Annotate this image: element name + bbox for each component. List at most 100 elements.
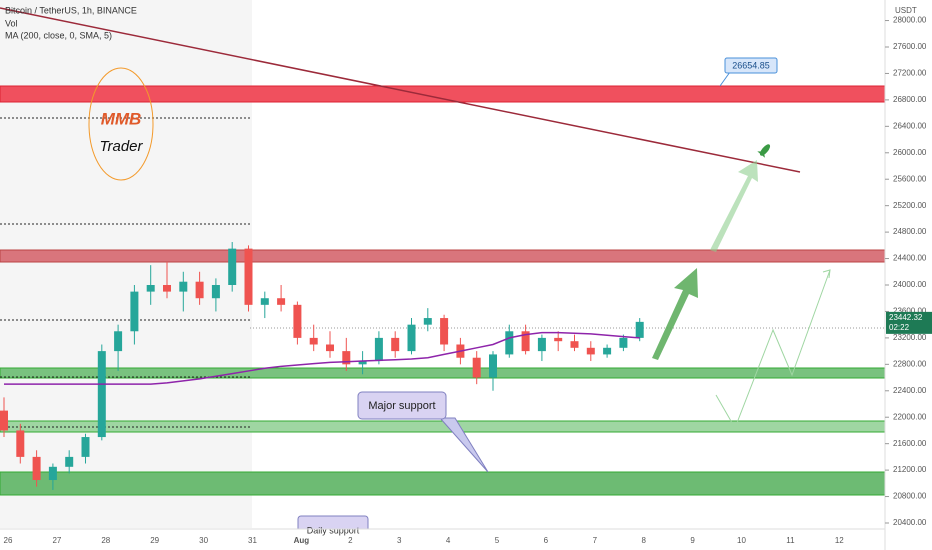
highlight-range xyxy=(0,0,252,528)
candle-body xyxy=(16,430,25,457)
trendline xyxy=(0,7,801,173)
logo-mark: MMB xyxy=(101,109,142,128)
price-tick-label: 21600.00 xyxy=(893,439,927,448)
candle-body xyxy=(635,321,644,338)
candle-body xyxy=(97,351,106,438)
major-support-label: Major support xyxy=(368,400,435,412)
candle-body xyxy=(48,466,57,481)
candle-body xyxy=(211,285,220,299)
date-tick-label: 11 xyxy=(786,536,795,545)
candle-body xyxy=(554,337,563,342)
callout-pointer xyxy=(438,417,489,473)
date-tick-label: 10 xyxy=(737,536,746,545)
candle-body xyxy=(146,285,155,292)
candle-body xyxy=(65,456,74,467)
candle-body xyxy=(228,248,237,285)
candle-body xyxy=(244,248,253,305)
candle-body xyxy=(179,281,188,292)
candle-body xyxy=(391,337,400,352)
price-tick-label: 24400.00 xyxy=(893,254,927,263)
date-tick-label: 27 xyxy=(52,536,61,545)
candle-body xyxy=(260,298,269,305)
resistance-zone xyxy=(0,249,886,263)
date-tick-label: 9 xyxy=(690,536,695,545)
date-tick-label: 7 xyxy=(593,536,598,545)
price-tick-label: 20400.00 xyxy=(893,518,927,527)
current-price-box xyxy=(886,311,932,334)
price-tick-label: 26000.00 xyxy=(893,148,927,157)
date-tick-label: 8 xyxy=(641,536,646,545)
candle-body xyxy=(326,344,334,352)
arrow-up xyxy=(710,160,758,252)
date-axis-bg xyxy=(0,529,932,550)
candle-body xyxy=(358,361,367,365)
price-tick-label: 26400.00 xyxy=(893,121,927,130)
date-tick-label: 26 xyxy=(4,536,13,545)
date-tick-label: 28 xyxy=(101,536,110,545)
candle-body xyxy=(342,351,351,365)
date-tick-label: 12 xyxy=(835,536,844,545)
date-tick-label: 4 xyxy=(446,536,451,545)
candle-body xyxy=(489,354,497,378)
daily-support-label: Daily support xyxy=(307,525,360,535)
axes: 28000.00 27600.00 27200.00 26800.00 26400.00… xyxy=(4,16,932,545)
price-tick-label: 24800.00 xyxy=(893,227,927,236)
arrow-up xyxy=(652,268,698,360)
candle-body xyxy=(277,298,286,305)
support-zone xyxy=(0,471,886,496)
candle-body xyxy=(586,347,595,355)
date-tick-label: 6 xyxy=(544,536,549,545)
candle-body xyxy=(0,410,8,431)
logo-ring xyxy=(88,67,154,181)
price-tick-label: 27600.00 xyxy=(893,42,927,51)
candle-body xyxy=(407,324,416,352)
candle-body xyxy=(603,347,612,355)
price-tick-label: 22000.00 xyxy=(893,412,927,421)
logo-text: Trader xyxy=(99,138,143,155)
candle-body xyxy=(163,285,171,292)
candle-body xyxy=(114,331,123,352)
candle-body xyxy=(505,331,514,355)
date-tick-label: 2 xyxy=(348,536,353,545)
candle-body xyxy=(423,318,432,325)
resistance-zone xyxy=(0,85,886,103)
current-price-label: 23442.32 xyxy=(889,313,923,322)
price-unit: USDT xyxy=(895,6,917,15)
price-tick-label: 25600.00 xyxy=(893,174,927,183)
major-support-box xyxy=(357,391,447,420)
date-tick-label: Aug xyxy=(294,536,310,545)
price-tick-label: 28000.00 xyxy=(893,16,927,25)
price-tick-label: 23200.00 xyxy=(893,333,927,342)
date-tick-label: 29 xyxy=(150,536,159,545)
date-tick-label: 3 xyxy=(397,536,402,545)
price-tick-label: 22400.00 xyxy=(893,386,927,395)
volume-legend: Vol xyxy=(5,18,18,28)
candle-body xyxy=(440,318,449,345)
price-tick-label: 23600.00 xyxy=(893,307,927,316)
price-tick-label: 25200.00 xyxy=(893,201,927,210)
candle-body xyxy=(374,337,383,362)
candle-body xyxy=(537,337,546,352)
price-callout: 26654.85 xyxy=(732,60,770,70)
price-tick-label: 26800.00 xyxy=(893,95,927,104)
candle-body xyxy=(195,281,204,299)
candle-body xyxy=(619,337,628,348)
candle-body xyxy=(570,341,579,348)
candle-body xyxy=(309,337,318,345)
price-callout-box xyxy=(724,57,778,74)
price-tick-label: 27200.00 xyxy=(893,69,927,78)
candle-body xyxy=(521,331,530,352)
candle-body xyxy=(130,291,139,332)
candle-body xyxy=(472,357,481,378)
price-tick-label: 24000.00 xyxy=(893,280,927,289)
projection-path xyxy=(715,269,831,430)
candle-body xyxy=(32,456,41,481)
date-tick-label: 30 xyxy=(199,536,208,545)
price-tick-label: 22800.00 xyxy=(893,359,927,368)
indicator-legend: MA (200, close, 0, SMA, 5) xyxy=(5,30,112,40)
candle-body xyxy=(81,437,90,457)
symbol-title: Bitcoin / TetherUS, 1h, BINANCE xyxy=(5,5,137,15)
price-tick-label: 20800.00 xyxy=(893,492,927,501)
callout-pointer xyxy=(719,71,731,87)
